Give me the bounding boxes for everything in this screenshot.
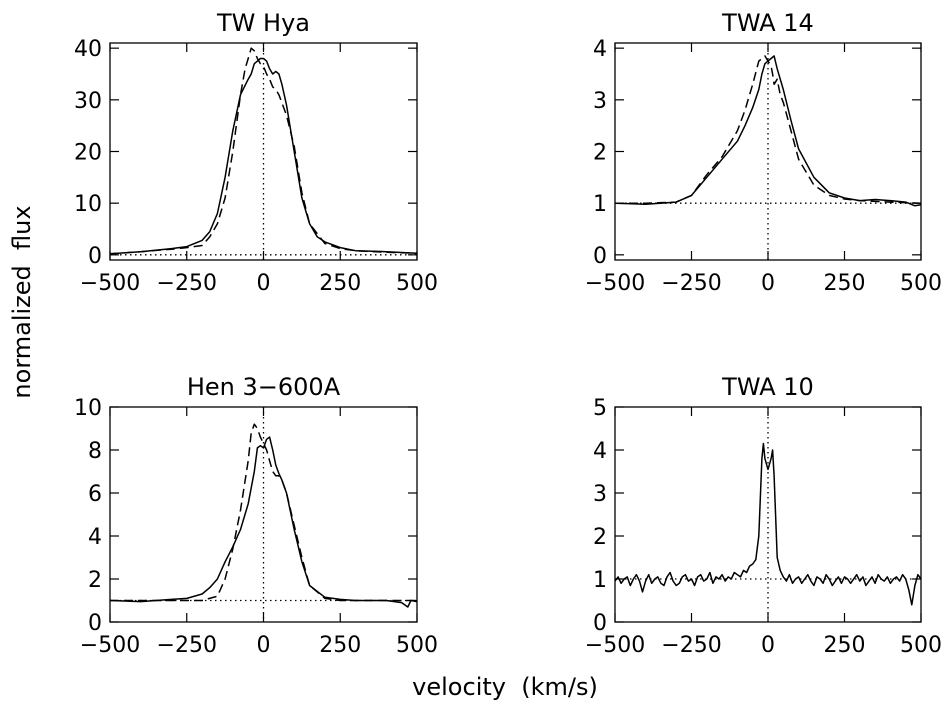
y-tick-label: 3 bbox=[593, 89, 607, 114]
solid-profile-line bbox=[109, 57, 418, 255]
dashed-profile-line bbox=[110, 423, 417, 602]
y-tick-label: 10 bbox=[74, 396, 102, 421]
panel-hen-3-600a: Hen 3−600A −500 −250 0 250 500 0 2 4 6 8 10 bbox=[74, 373, 438, 658]
y-tick-label: 2 bbox=[593, 525, 607, 550]
panel-title: TWA 10 bbox=[721, 373, 814, 401]
x-tick-label: −250 bbox=[661, 271, 721, 296]
y-tick-label: 20 bbox=[74, 141, 102, 166]
panel-title: TWA 14 bbox=[721, 9, 814, 37]
y-tick-label: 0 bbox=[593, 244, 607, 269]
y-tick-label: 1 bbox=[593, 568, 607, 593]
y-tick-label: 1 bbox=[593, 192, 607, 217]
plot-frame bbox=[109, 406, 418, 623]
y-tick-label: 4 bbox=[593, 37, 607, 62]
x-tick-label: 250 bbox=[319, 633, 361, 658]
panel-title: Hen 3−600A bbox=[187, 373, 341, 401]
y-tick-label: 2 bbox=[88, 568, 102, 593]
plot-frame bbox=[614, 406, 922, 623]
y-tick-label: 5 bbox=[593, 396, 607, 421]
plot-frame bbox=[614, 42, 922, 261]
y-tick-label: 6 bbox=[88, 482, 102, 507]
dashed-profile-line bbox=[615, 55, 922, 204]
x-tick-label: 250 bbox=[319, 271, 361, 296]
y-tick-label: 4 bbox=[593, 439, 607, 464]
x-tick-label: 250 bbox=[824, 271, 866, 296]
x-tick-label: −250 bbox=[157, 271, 217, 296]
x-tick-label: 500 bbox=[900, 271, 942, 296]
y-axis-label: normalized flux bbox=[8, 205, 36, 398]
x-tick-label: 0 bbox=[761, 271, 775, 296]
x-tick-label: −500 bbox=[80, 271, 140, 296]
y-tick-label: 3 bbox=[593, 482, 607, 507]
x-tick-label: −500 bbox=[585, 633, 645, 658]
x-tick-label: 0 bbox=[257, 271, 271, 296]
dashed-profile-line bbox=[109, 47, 418, 255]
y-tick-label: 40 bbox=[74, 37, 102, 62]
y-tick-label: 2 bbox=[593, 141, 607, 166]
panel-twa-14: TWA 14 −500 −250 0 250 500 0 1 2 3 4 bbox=[585, 9, 942, 296]
solid-profile-line bbox=[614, 55, 922, 207]
panel-title: TW Hya bbox=[216, 9, 310, 37]
y-tick-label: 30 bbox=[74, 89, 102, 114]
x-tick-label: −250 bbox=[157, 633, 217, 658]
y-tick-label: 4 bbox=[88, 525, 102, 550]
panel-tw-hya: TW Hya −500 −250 0 250 500 0 10 20 30 40 bbox=[74, 9, 438, 296]
y-tick-label: 0 bbox=[593, 611, 607, 636]
x-axis-label: velocity (km/s) bbox=[412, 673, 598, 701]
x-tick-label: 500 bbox=[396, 633, 438, 658]
solid-profile-line bbox=[614, 442, 922, 606]
panel-twa-10: TWA 10 −500 −250 0 250 500 0 1 2 3 4 5 bbox=[585, 373, 942, 658]
y-tick-label: 0 bbox=[88, 244, 102, 269]
x-tick-label: −500 bbox=[585, 271, 645, 296]
y-tick-label: 10 bbox=[74, 192, 102, 217]
x-tick-label: 0 bbox=[761, 633, 775, 658]
y-tick-label: 0 bbox=[88, 611, 102, 636]
x-tick-label: 0 bbox=[257, 633, 271, 658]
x-tick-label: −500 bbox=[80, 633, 140, 658]
x-tick-label: −250 bbox=[661, 633, 721, 658]
y-tick-label: 8 bbox=[88, 439, 102, 464]
x-tick-label: 500 bbox=[900, 633, 942, 658]
plot-frame bbox=[109, 42, 418, 261]
x-tick-label: 250 bbox=[824, 633, 866, 658]
x-tick-label: 500 bbox=[396, 271, 438, 296]
